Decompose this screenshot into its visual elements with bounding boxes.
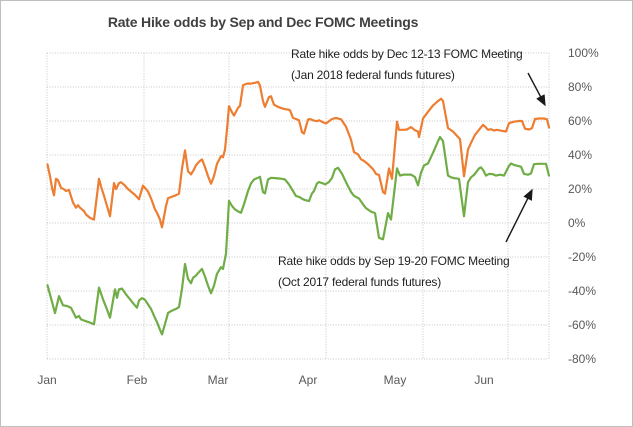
chart-title: Rate Hike odds by Sep and Dec FOMC Meeti… — [107, 14, 419, 30]
x-axis-tick-label: Mar — [208, 373, 229, 387]
annotation-dec-series: Rate hike odds by Dec 12-13 FOMC Meeting… — [291, 44, 523, 86]
x-axis-tick-label: Jun — [474, 373, 493, 387]
dec-annotation-arrow — [527, 72, 546, 107]
x-axis-tick-label: Apr — [299, 373, 318, 387]
x-axis-tick-label: Feb — [127, 373, 148, 387]
y-axis-tick-label: 0% — [568, 216, 586, 230]
x-axis-tick-label: Jan — [37, 373, 56, 387]
dec-meeting-series-line — [46, 80, 551, 229]
sep-annotation-arrow — [505, 188, 533, 243]
y-axis-tick-label: 20% — [568, 182, 592, 196]
y-axis-tick-label: 100% — [568, 46, 599, 60]
annotation-sep-line1: Rate hike odds by Sep 19-20 FOMC Meeting — [278, 254, 510, 268]
annotation-dec-line1: Rate hike odds by Dec 12-13 FOMC Meeting — [291, 47, 523, 61]
annotation-dec-line2: (Jan 2018 federal funds futures) — [291, 68, 455, 82]
y-axis-tick-label: 60% — [568, 114, 592, 128]
annotation-sep-line2: (Oct 2017 federal funds futures) — [278, 275, 442, 289]
y-axis-tick-label: -60% — [568, 318, 596, 332]
y-axis-tick-label: -20% — [568, 250, 596, 264]
annotation-sep-series: Rate hike odds by Sep 19-20 FOMC Meeting… — [278, 251, 510, 293]
y-axis-tick-label: 40% — [568, 148, 592, 162]
x-axis-tick-label: May — [384, 373, 407, 387]
y-axis-tick-label: -40% — [568, 284, 596, 298]
y-axis-tick-label: -80% — [568, 352, 596, 366]
y-axis-tick-label: 80% — [568, 80, 592, 94]
sep-meeting-series-line — [46, 135, 551, 336]
